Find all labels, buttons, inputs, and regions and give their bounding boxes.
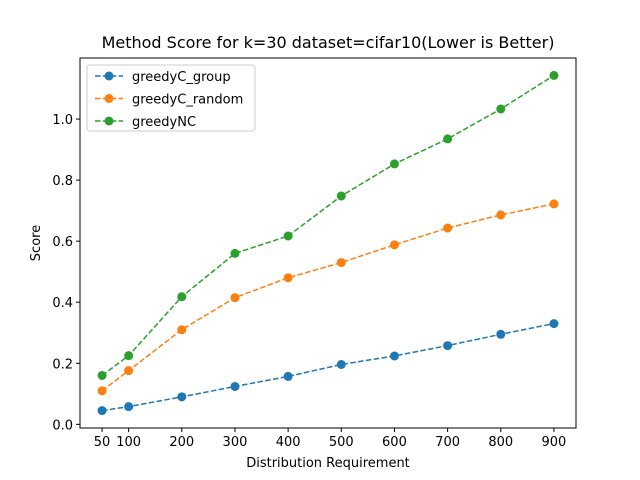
legend-label: greedyNC xyxy=(132,115,196,130)
data-point xyxy=(283,273,293,283)
x-tick-label: 900 xyxy=(542,435,567,450)
x-axis-label: Distribution Requirement xyxy=(246,456,410,471)
data-point xyxy=(389,240,399,250)
legend-box xyxy=(86,64,256,132)
data-point xyxy=(549,199,559,209)
data-point xyxy=(97,386,107,396)
x-tick-label: 200 xyxy=(169,435,194,450)
data-point xyxy=(124,366,134,376)
series-greedyC_random xyxy=(97,199,559,396)
y-tick-label: 1.0 xyxy=(52,113,73,128)
x-tick-label: 700 xyxy=(435,435,460,450)
legend: greedyC_group greedyC_random greedyNC xyxy=(86,64,256,132)
x-tick-label: 600 xyxy=(382,435,407,450)
data-point xyxy=(389,159,399,169)
data-point xyxy=(230,293,240,303)
legend-marker xyxy=(104,116,114,126)
legend-marker xyxy=(104,94,114,103)
y-tick-label: 0.4 xyxy=(52,296,73,311)
data-point xyxy=(97,370,107,380)
series-greedyC_group xyxy=(97,319,559,416)
data-point xyxy=(336,360,346,370)
legend-item: greedyC_group xyxy=(95,70,231,85)
plot-frame xyxy=(79,57,577,429)
x-tick-label: 800 xyxy=(488,435,513,450)
legend-item: greedyC_random xyxy=(95,93,243,108)
x-tick-label: 100 xyxy=(116,435,141,450)
y-axis: 0.0 0.2 0.4 0.6 0.8 1.0 xyxy=(52,113,80,433)
data-point xyxy=(177,392,187,402)
y-axis-label: Score xyxy=(29,225,44,261)
data-point xyxy=(336,191,346,201)
series-line xyxy=(101,203,555,392)
legend-label: greedyC_random xyxy=(132,93,243,108)
data-point xyxy=(443,134,453,144)
data-point xyxy=(177,325,187,335)
x-tick-label: 300 xyxy=(223,435,248,450)
data-point xyxy=(124,402,134,412)
data-point xyxy=(549,319,559,329)
chart-title: Method Score for k=30 dataset=cifar10(Lo… xyxy=(102,33,555,52)
x-tick-label: 400 xyxy=(276,435,301,450)
series-greedyNC xyxy=(97,70,559,380)
data-point xyxy=(124,351,134,361)
data-point xyxy=(230,381,240,391)
data-point xyxy=(443,223,453,233)
data-point xyxy=(97,406,107,416)
legend-marker xyxy=(104,71,114,81)
series-line xyxy=(101,322,555,412)
x-tick-label: 50 xyxy=(94,435,111,450)
legend-label: greedyC_group xyxy=(132,70,231,85)
x-axis: 50 100 200 300 400 500 600 700 800 900 xyxy=(94,428,567,450)
data-point xyxy=(336,258,346,268)
data-point xyxy=(496,210,506,220)
data-point xyxy=(496,104,506,114)
data-point xyxy=(549,70,559,80)
data-point xyxy=(389,351,399,361)
series-layer xyxy=(97,70,559,416)
x-tick-label: 500 xyxy=(329,435,354,450)
series-line xyxy=(101,74,555,377)
data-point xyxy=(283,371,293,381)
data-point xyxy=(230,248,240,258)
legend-item: greedyNC xyxy=(95,115,196,130)
y-tick-label: 0.2 xyxy=(52,357,73,372)
data-point xyxy=(177,292,187,302)
data-point xyxy=(283,231,293,241)
y-tick-label: 0.0 xyxy=(52,418,73,433)
data-point xyxy=(496,329,506,339)
data-point xyxy=(443,341,453,351)
y-tick-label: 0.8 xyxy=(52,174,73,189)
y-tick-label: 0.6 xyxy=(52,235,73,250)
